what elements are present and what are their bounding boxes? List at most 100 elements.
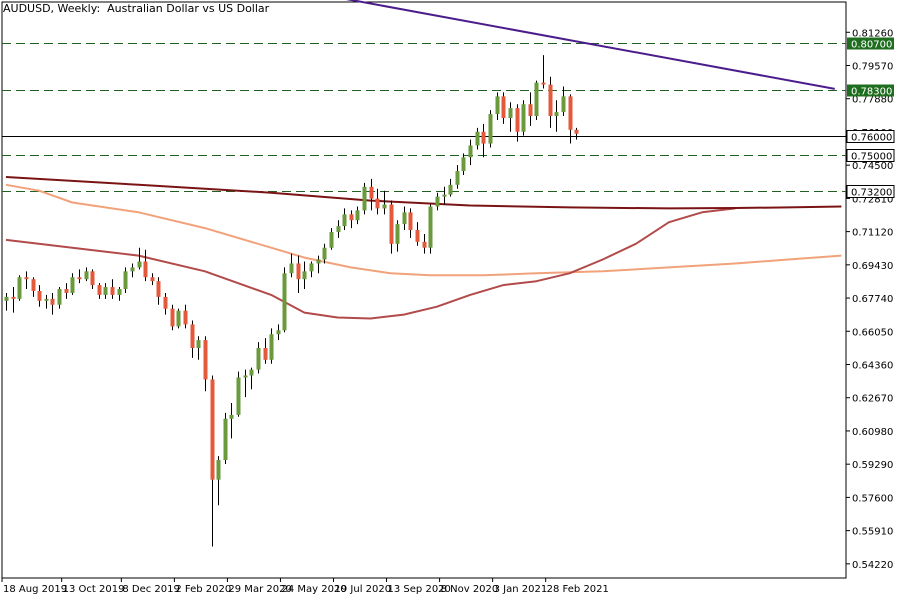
candle-bear: [156, 281, 161, 297]
y-tick-label: 0.77880: [852, 95, 893, 106]
x-tick-label: 13 Oct 2019: [63, 584, 125, 595]
candle-bear: [143, 261, 148, 278]
candle-bull: [256, 347, 261, 370]
x-tick-label: 29 Mar 2020: [228, 584, 291, 595]
level-badge-label: 0.73200: [851, 188, 892, 199]
candle-bull: [17, 277, 22, 299]
candle-bull: [475, 131, 480, 146]
candle-bear: [97, 285, 102, 295]
candle-bull: [442, 194, 447, 197]
y-tick-label: 0.54220: [852, 560, 893, 571]
candle-bull: [329, 232, 334, 248]
candle-bear: [528, 104, 533, 117]
level-badge-label: 0.78300: [851, 87, 892, 98]
candle-bull: [561, 96, 566, 113]
candle-bear: [541, 82, 546, 85]
candle-bear: [24, 277, 29, 280]
candle-bull: [243, 375, 248, 378]
candle-bull: [316, 259, 321, 264]
level-badge-label: 0.75000: [851, 152, 892, 163]
candle-bull: [289, 263, 294, 274]
y-tick-label: 0.55910: [852, 527, 893, 538]
candle-bull: [229, 414, 234, 419]
x-tick-label: 18 Aug 2019: [3, 584, 67, 595]
candle-bull: [70, 277, 75, 293]
candle-bull: [302, 271, 307, 280]
x-tick-label: 3 Jan 2021: [494, 584, 548, 595]
candle-bull: [223, 418, 228, 461]
candle-bull: [448, 184, 453, 195]
y-tick-label: 0.59290: [852, 460, 893, 471]
candle-bull: [4, 296, 9, 301]
ma-50-line: [5, 207, 736, 320]
candle-bull: [276, 330, 281, 335]
candle-bear: [37, 290, 42, 301]
candle-bear: [501, 96, 506, 118]
candle-bear: [296, 263, 301, 280]
candle-bull: [521, 104, 526, 132]
level-badge: [847, 84, 894, 97]
candle-bear: [568, 96, 573, 130]
candle-bear: [77, 277, 82, 280]
candle-bull: [395, 224, 400, 244]
candle-bull: [309, 263, 314, 272]
y-tick-label: 0.79570: [852, 61, 893, 72]
candle-bull: [322, 247, 327, 260]
y-tick-label: 0.72810: [852, 194, 893, 205]
x-tick-label: 13 Sep 2020: [388, 584, 451, 595]
y-tick-label: 0.57600: [852, 493, 893, 504]
y-tick-label: 0.69430: [852, 261, 893, 272]
candle-bear: [349, 214, 354, 221]
y-tick-label: 0.60980: [852, 427, 893, 438]
candle-bull: [428, 206, 433, 248]
level-badge-label: 0.80700: [851, 40, 892, 51]
candle-bear: [548, 84, 553, 117]
resistance-trendline: [345, 0, 835, 90]
candle-bull: [249, 369, 254, 376]
candle-bull: [84, 271, 89, 280]
candle-bull: [468, 145, 473, 158]
candle-bear: [263, 347, 268, 360]
plot-frame: [1, 1, 847, 579]
y-tick-label: 0.62670: [852, 394, 893, 405]
y-tick-label: 0.66050: [852, 327, 893, 338]
y-tick-label: 0.64360: [852, 361, 893, 372]
candle-bull: [216, 460, 221, 480]
candle-bear: [150, 277, 155, 282]
candle-bull: [236, 377, 241, 415]
level-badge: [847, 37, 894, 50]
x-tick-label: 24 May 2020: [281, 584, 346, 595]
candle-bull: [402, 212, 407, 225]
candle-bear: [389, 204, 394, 244]
level-badge-label: 0.76000: [851, 133, 892, 144]
candles-group: [4, 55, 579, 547]
y-tick-label: 0.74500: [852, 161, 893, 172]
candle-bull: [336, 226, 341, 233]
level-badge: [846, 149, 895, 162]
candle-bear: [515, 108, 520, 132]
candle-bull: [362, 186, 367, 211]
y-tick-label: 0.71120: [852, 228, 893, 239]
candle-bull: [461, 157, 466, 172]
chart-title: AUDUSD, Weekly: Australian Dollar vs US …: [3, 2, 270, 15]
candle-bear: [170, 308, 175, 327]
candle-bull: [57, 289, 62, 305]
ma-200-line: [5, 176, 842, 210]
x-tick-label: 8 Nov 2020: [441, 584, 499, 595]
x-tick-label: 28 Feb 2021: [547, 584, 609, 595]
candle-bull: [117, 289, 122, 295]
candle-bull: [130, 267, 135, 272]
candle-bear: [90, 271, 95, 286]
candle-bear: [210, 379, 215, 480]
x-tick-label: 8 Dec 2019: [122, 584, 180, 595]
candle-bear: [422, 241, 427, 248]
candle-bear: [163, 296, 168, 309]
candle-bull: [123, 271, 128, 290]
ma-100-line: [5, 183, 842, 277]
candle-bear: [110, 287, 115, 295]
candle-bear: [375, 198, 380, 209]
candle-bull: [488, 114, 493, 144]
candle-bear: [64, 289, 69, 293]
candle-bull: [382, 204, 387, 209]
